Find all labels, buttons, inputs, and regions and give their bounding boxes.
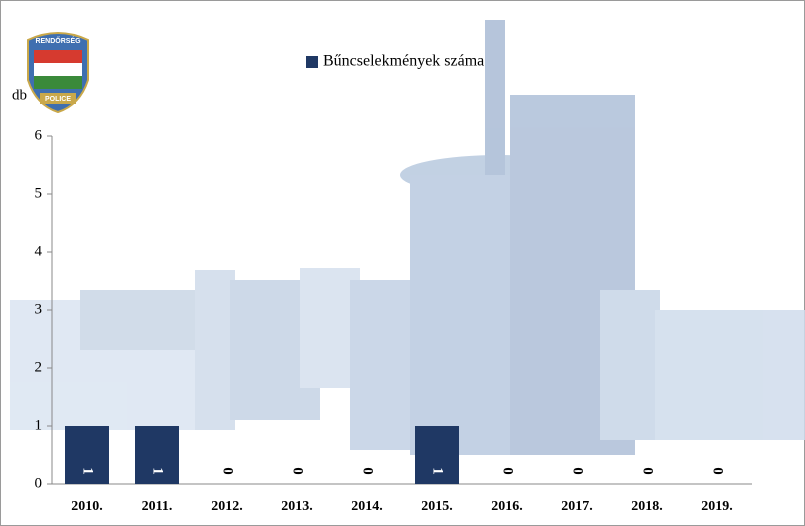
y-tick-label: 6 [35, 127, 43, 143]
data-label: 0 [570, 467, 586, 475]
bar [65, 426, 109, 484]
x-tick-label: 2013. [281, 499, 313, 514]
data-label: 0 [640, 467, 656, 475]
x-tick-label: 2015. [421, 499, 453, 514]
data-label: 1 [430, 467, 446, 475]
x-tick-label: 2018. [631, 499, 663, 514]
data-label: 1 [150, 467, 166, 475]
legend-swatch [306, 56, 318, 68]
x-tick-label: 2014. [351, 499, 383, 514]
logo-bottom-text: POLICE [45, 96, 71, 103]
x-tick-label: 2012. [211, 499, 243, 514]
data-label: 0 [220, 467, 236, 475]
x-tick-label: 2011. [142, 499, 173, 514]
data-label: 0 [290, 467, 306, 475]
y-tick-label: 3 [35, 301, 43, 317]
x-tick-label: 2017. [561, 499, 593, 514]
y-tick-label: 2 [35, 359, 43, 375]
x-tick-label: 2010. [71, 499, 103, 514]
y-axis-label: db [12, 87, 27, 103]
logo-top-text: RENDŐRSÉG [35, 36, 81, 45]
x-tick-label: 2019. [701, 499, 733, 514]
x-tick-label: 2016. [491, 499, 523, 514]
legend-label: Bűncselekmények száma [323, 53, 484, 70]
y-tick-label: 1 [35, 417, 43, 433]
bar [415, 426, 459, 484]
police-logo: RENDŐRSÉG POLICE [27, 32, 89, 114]
data-label: 0 [710, 467, 726, 475]
background-buildings [10, 20, 805, 455]
bar [135, 426, 179, 484]
data-label: 1 [80, 467, 96, 475]
y-tick-label: 0 [35, 475, 43, 491]
y-tick-label: 5 [35, 185, 43, 201]
data-label: 0 [500, 467, 516, 475]
y-tick-label: 4 [35, 243, 43, 259]
data-label: 0 [360, 467, 376, 475]
